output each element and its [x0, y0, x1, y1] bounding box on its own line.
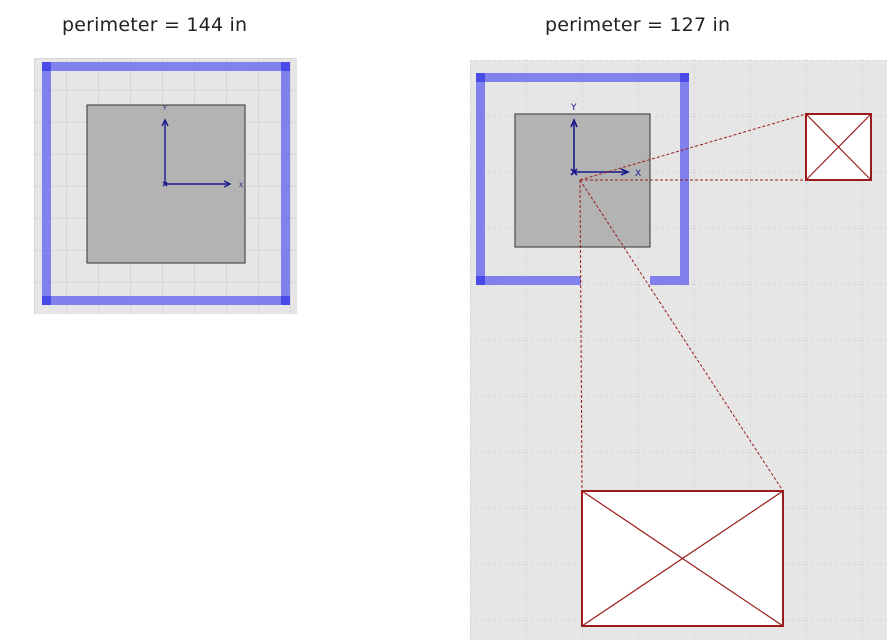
left-panel: Y X: [34, 58, 297, 314]
right-origin-mark-b: [570, 168, 578, 176]
left-perimeter-caption: perimeter = 144 in: [62, 14, 248, 36]
left-y-arrow: [161, 118, 169, 127]
right-frame: [476, 73, 689, 285]
left-corner-tr: [281, 62, 290, 71]
right-y-arrow: [570, 117, 578, 128]
left-frame-corners: [42, 62, 290, 305]
callout-line-bottom-left: [579, 179, 583, 492]
right-axes: [570, 117, 631, 176]
right-corner-tl: [476, 73, 485, 82]
right-frame-top: [476, 73, 689, 82]
left-frame-bottom: [42, 296, 290, 305]
callout-lines: [579, 113, 807, 492]
right-frame-left: [476, 73, 485, 285]
right-frame-bottom-right-bar: [650, 276, 689, 285]
right-y-axis-label: Y: [570, 103, 577, 113]
left-origin-mark-b: [162, 181, 168, 187]
right-frame-bottom: [476, 276, 581, 285]
left-frame-top: [42, 62, 290, 71]
callout-line-bottom-right: [579, 179, 784, 492]
small-box-diagonal-b: [805, 113, 872, 181]
left-corner-br: [281, 296, 290, 305]
left-frame: [42, 62, 290, 305]
small-placeholder-box: [805, 113, 872, 181]
left-frame-right: [281, 62, 290, 305]
callout-line-top-upper: [579, 113, 807, 181]
right-frame-right: [680, 73, 689, 185]
left-axes: [161, 118, 232, 188]
right-perimeter-caption: perimeter = 127 in: [545, 14, 731, 36]
left-frame-left: [42, 62, 51, 305]
right-x-axis-label: X: [635, 169, 641, 179]
left-x-arrow: [223, 180, 232, 188]
right-x-arrow: [620, 168, 631, 176]
left-corner-bl: [42, 296, 51, 305]
left-corner-tl: [42, 62, 51, 71]
right-frame-right-lower: [680, 180, 689, 285]
right-panel: Y X: [470, 60, 887, 640]
left-y-axis-label: Y: [162, 105, 167, 112]
right-corner-bl: [476, 276, 485, 285]
large-box-diagonal-b: [581, 490, 784, 627]
right-corner-tr: [680, 73, 689, 82]
right-frame-corners: [476, 73, 689, 285]
large-placeholder-box: [581, 490, 784, 627]
left-x-axis-label: X: [239, 182, 243, 189]
